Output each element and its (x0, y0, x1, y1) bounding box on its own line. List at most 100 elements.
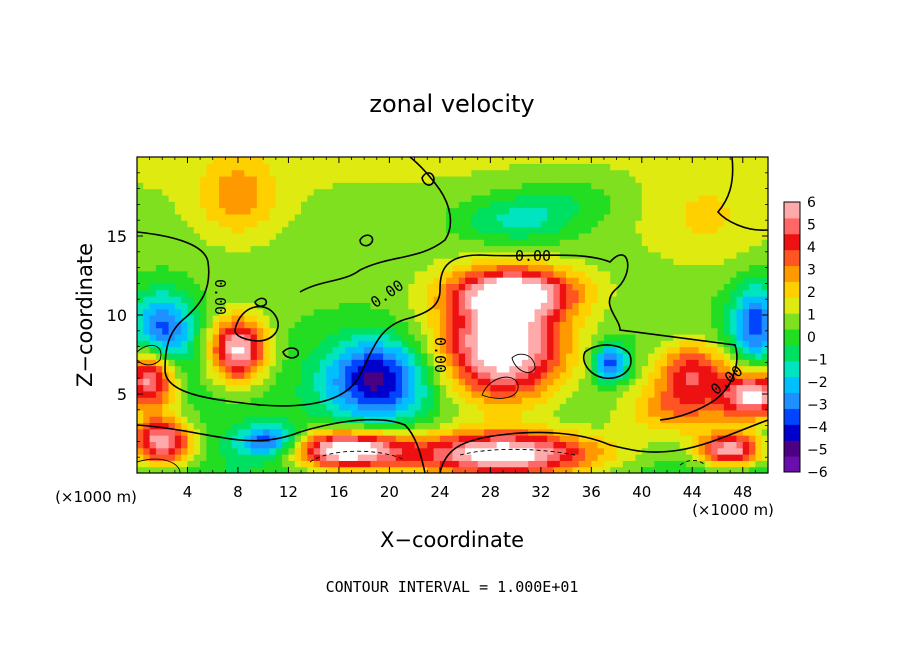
heatmap-cell (231, 251, 239, 259)
heatmap-cell (471, 441, 479, 449)
heatmap-cell (698, 359, 706, 367)
heatmap-cell (692, 435, 700, 442)
heatmap-cell (528, 245, 536, 253)
heatmap-cell (629, 296, 637, 303)
heatmap-cell (427, 397, 435, 405)
heatmap-cell (698, 422, 706, 430)
heatmap-cell (528, 308, 536, 316)
heatmap-cell (231, 220, 239, 228)
heatmap-cell (566, 390, 573, 398)
heatmap-cell (244, 390, 252, 398)
heatmap-cell (502, 232, 510, 240)
heatmap-cell (585, 182, 592, 190)
heatmap-cell (383, 220, 390, 228)
heatmap-cell (181, 460, 189, 468)
heatmap-cell (616, 359, 624, 367)
heatmap-cell (685, 283, 693, 291)
heatmap-cell (496, 454, 504, 461)
heatmap-cell (225, 283, 233, 291)
heatmap-cell (319, 447, 327, 455)
heatmap-cell (219, 447, 226, 455)
heatmap-cell (439, 435, 447, 442)
heatmap-cell (181, 365, 189, 373)
heatmap-cell (294, 390, 302, 398)
heatmap-cell (711, 207, 719, 215)
heatmap-cell (149, 435, 157, 442)
heatmap-cell (730, 416, 738, 424)
heatmap-cell (452, 384, 460, 392)
heatmap-cell (338, 352, 346, 360)
heatmap-cell (603, 182, 611, 190)
heatmap-cell (534, 175, 542, 183)
heatmap-cell (553, 460, 561, 468)
heatmap-cell (502, 157, 510, 164)
heatmap-cell (496, 435, 504, 442)
heatmap-cell (389, 384, 397, 392)
heatmap-cell (307, 169, 315, 177)
heatmap-cell (301, 182, 308, 190)
heatmap-cell (155, 447, 163, 455)
heatmap-cell (597, 321, 605, 329)
heatmap-cell (736, 321, 744, 329)
heatmap-cell (181, 264, 189, 272)
heatmap-cell (395, 296, 403, 303)
heatmap-cell (244, 163, 252, 171)
heatmap-cell (667, 435, 674, 442)
heatmap-cell (244, 270, 252, 278)
heatmap-cell (256, 245, 264, 253)
heatmap-cell (244, 175, 252, 183)
heatmap-cell (326, 182, 334, 190)
heatmap-cell (730, 333, 738, 341)
heatmap-cell (225, 277, 233, 284)
heatmap-cell (597, 251, 605, 259)
heatmap-cell (629, 466, 637, 473)
heatmap-cell (509, 283, 517, 291)
heatmap-cell (275, 327, 283, 335)
heatmap-cell (237, 352, 245, 360)
heatmap-cell (168, 435, 176, 442)
heatmap-cell (572, 245, 580, 253)
heatmap-cell (162, 333, 170, 341)
heatmap-cell (408, 371, 416, 379)
heatmap-cell (307, 435, 315, 442)
heatmap-cell (219, 454, 226, 461)
heatmap-cell (237, 441, 245, 449)
heatmap-cell (446, 315, 454, 322)
heatmap-cell (685, 302, 693, 310)
heatmap-cell (736, 340, 744, 348)
heatmap-cell (263, 403, 271, 411)
heatmap-cell (553, 308, 561, 316)
heatmap-cell (679, 327, 687, 335)
heatmap-cell (591, 201, 599, 209)
heatmap-cell (200, 258, 208, 266)
heatmap-cell (282, 428, 290, 436)
heatmap-cell (237, 188, 245, 196)
heatmap-cell (749, 277, 756, 284)
heatmap-cell (275, 169, 283, 177)
heatmap-cell (446, 403, 454, 411)
heatmap-cell (338, 321, 346, 329)
heatmap-cell (332, 157, 340, 164)
heatmap-cell (376, 321, 384, 329)
heatmap-cell (477, 302, 485, 310)
heatmap-cell (616, 346, 624, 354)
heatmap-cell (307, 333, 315, 341)
heatmap-cell (471, 371, 479, 379)
heatmap-cell (635, 163, 643, 171)
heatmap-cell (275, 207, 283, 215)
heatmap-cell (275, 447, 283, 455)
heatmap-cell (414, 390, 422, 398)
heatmap-cell (162, 258, 170, 266)
heatmap-cell (685, 175, 693, 183)
heatmap-cell (547, 264, 555, 272)
heatmap-cell (219, 239, 226, 247)
heatmap-cell (143, 277, 151, 284)
heatmap-cell (307, 201, 315, 209)
heatmap-cell (521, 308, 529, 316)
heatmap-cell (736, 315, 744, 322)
heatmap-cell (610, 340, 618, 348)
heatmap-cell (357, 460, 365, 468)
heatmap-cell (603, 302, 611, 310)
heatmap-cell (326, 226, 334, 234)
heatmap-cell (465, 447, 473, 455)
